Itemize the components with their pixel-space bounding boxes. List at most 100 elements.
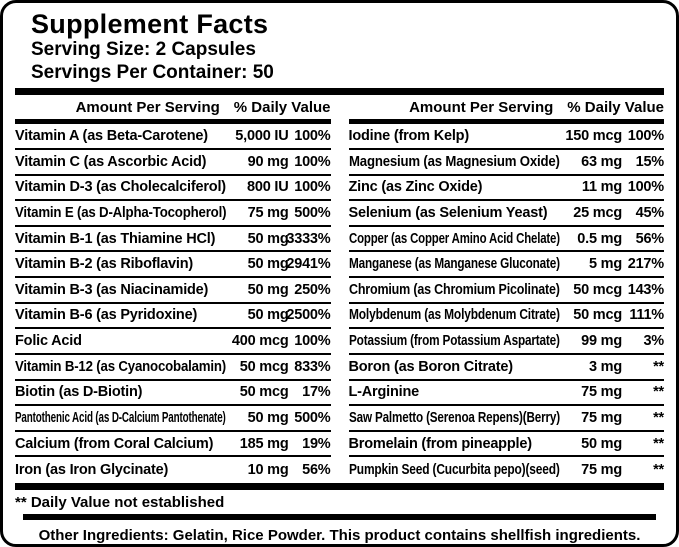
- nutrient-name-cell: Vitamin C (as Ascorbic Acid): [15, 150, 226, 176]
- nutrient-amount: 50 mg: [559, 432, 622, 458]
- nutrient-amount: 99 mg: [559, 329, 622, 355]
- nutrient-name-cell: Vitamin D-3 (as Cholecalciferol): [15, 176, 226, 202]
- nutrient-name: Selenium (as Selenium Yeast): [348, 205, 548, 222]
- nutrient-name: Saw Palmetto (Serenoa Repens)(Berry): [348, 409, 560, 426]
- nutrient-daily-value: 100%: [288, 176, 331, 202]
- nutrient-name: Iodine (from Kelp): [348, 128, 470, 145]
- right-column-header: Amount Per Serving % Daily Value: [349, 95, 664, 119]
- nutrient-name-cell: Vitamin B-12 (as Cyanocobalamin): [15, 355, 226, 381]
- nutrient-daily-value: 15%: [622, 150, 664, 176]
- nutrient-daily-value: 3333%: [286, 227, 331, 253]
- nutrient-daily-value: **: [653, 462, 664, 479]
- nutrient-name-cell: Calcium (from Coral Calcium): [15, 432, 226, 458]
- nutrient-name: Vitamin B-12 (as Cyanocobalamin): [15, 358, 227, 375]
- nutrient-amount: 50 mg: [225, 227, 289, 253]
- nutrient-daily-value: 19%: [288, 432, 331, 458]
- nutrient-name-cell: Vitamin E (as D-Alpha-Tocopherol): [15, 201, 226, 227]
- nutrient-name-cell: Pumpkin Seed (Cucurbita pepo)(seed): [349, 457, 560, 483]
- nutrient-amount: 50 mg: [225, 406, 289, 432]
- nutrient-name: Iron (as Iron Glycinate): [15, 462, 169, 479]
- nutrient-amount: 50 mg: [225, 304, 289, 330]
- daily-value-header: % Daily Value: [567, 99, 664, 117]
- nutrient-name-cell: Biotin (as D-Biotin): [15, 381, 226, 407]
- nutrient-daily-value: 217%: [622, 252, 664, 279]
- label-header: Supplement Facts Serving Size: 2 Capsule…: [3, 3, 676, 83]
- nutrient-name-cell: Chromium (as Chromium Picolinate): [348, 278, 559, 304]
- right-nutrient-rows: Iodine (from Kelp) 150 mcg 100% Magnesiu…: [348, 124, 664, 483]
- nutrient-name-cell: Manganese (as Manganese Gluconate): [348, 252, 560, 279]
- nutrient-name-cell: Iodine (from Kelp): [348, 124, 560, 150]
- nutrient-daily-value: 500%: [288, 406, 331, 432]
- nutrient-amount: 3 mg: [559, 355, 622, 381]
- nutrient-amount: 11 mg: [559, 176, 622, 202]
- nutrient-amount: 75 mg: [225, 201, 289, 227]
- nutrient-name: Vitamin B-1 (as Thiamine HCl): [15, 230, 216, 247]
- nutrient-name: Boron (as Boron Citrate): [348, 358, 514, 375]
- amount-per-serving-header: Amount Per Serving: [75, 99, 220, 117]
- nutrient-daily-value: 100%: [622, 176, 664, 202]
- nutrient-daily-value: 100%: [288, 329, 331, 355]
- nutrient-amount: 90 mg: [225, 150, 289, 176]
- nutrient-daily-value: 100%: [288, 124, 331, 150]
- nutrient-amount: 50 mcg: [225, 355, 289, 381]
- nutrient-name: Calcium (from Coral Calcium): [15, 435, 214, 452]
- nutrient-amount: 5 mg: [559, 252, 622, 279]
- nutrient-name: Zinc (as Zinc Oxide): [348, 179, 483, 196]
- nutrient-name-cell: Zinc (as Zinc Oxide): [348, 176, 560, 202]
- nutrient-columns: Amount Per Serving % Daily Value Vitamin…: [3, 95, 676, 483]
- nutrient-name-cell: Copper (as Copper Amino Acid Chelate): [348, 227, 560, 253]
- nutrient-name-cell: Vitamin A (as Beta-Carotene): [15, 124, 226, 150]
- nutrient-name: Potassium (from Potassium Aspartate): [348, 333, 560, 350]
- nutrient-name: Manganese (as Manganese Gluconate): [348, 256, 560, 273]
- daily-value-header: % Daily Value: [233, 99, 331, 117]
- other-ingredients-divider-bar: [23, 514, 656, 520]
- nutrient-name-cell: Vitamin B-1 (as Thiamine HCl): [15, 227, 226, 253]
- nutrient-name-cell: Boron (as Boron Citrate): [348, 355, 560, 381]
- nutrient-name-cell: Saw Palmetto (Serenoa Repens)(Berry): [348, 406, 560, 432]
- nutrient-amount: 25 mcg: [559, 201, 622, 227]
- nutrient-name: Folic Acid: [15, 333, 82, 350]
- nutrient-daily-value: 500%: [288, 201, 331, 227]
- nutrient-daily-value: 17%: [288, 381, 331, 407]
- nutrient-name: Copper (as Copper Amino Acid Chelate): [348, 230, 560, 247]
- nutrient-amount: 0.5 mg: [559, 227, 622, 253]
- nutrient-amount: 185 mg: [225, 432, 289, 458]
- nutrient-daily-value: **: [622, 355, 664, 381]
- left-column-header: Amount Per Serving % Daily Value: [15, 95, 331, 119]
- nutrient-name: Vitamin B-2 (as Riboflavin): [15, 256, 194, 273]
- header-divider-bar: [15, 88, 664, 96]
- nutrient-name-cell: Iron (as Iron Glycinate): [15, 457, 226, 483]
- nutrient-name: Bromelain (from pineapple): [348, 435, 533, 452]
- nutrient-amount: 75 mg: [559, 381, 622, 407]
- nutrient-name-cell: Bromelain (from pineapple): [348, 432, 560, 458]
- nutrient-name: Magnesium (as Magnesium Oxide): [348, 153, 560, 170]
- left-column: Amount Per Serving % Daily Value Vitamin…: [15, 95, 331, 483]
- nutrient-daily-value: 833%: [288, 355, 331, 381]
- right-column-header-bar: [348, 119, 664, 125]
- nutrient-name-cell: Potassium (from Potassium Aspartate): [348, 329, 560, 355]
- daily-value-footnote: ** Daily Value not established: [15, 494, 225, 511]
- nutrient-amount: 50 mg: [225, 278, 289, 304]
- nutrient-daily-value: 56%: [302, 462, 331, 479]
- nutrient-name: Vitamin B-3 (as Niacinamide): [15, 281, 209, 298]
- page-title: Supplement Facts: [31, 9, 269, 39]
- nutrient-amount: 800 IU: [225, 176, 289, 202]
- nutrient-name-cell: Magnesium (as Magnesium Oxide): [348, 150, 560, 176]
- nutrient-name-cell: Vitamin B-3 (as Niacinamide): [15, 278, 226, 304]
- nutrient-amount: 50 mcg: [225, 381, 289, 407]
- nutrient-daily-value: 143%: [622, 278, 664, 304]
- serving-size-text: Serving Size: 2 Capsules: [31, 39, 256, 61]
- nutrient-daily-value: **: [622, 406, 664, 432]
- nutrient-name: Vitamin C (as Ascorbic Acid): [15, 153, 207, 170]
- nutrient-daily-value: 100%: [622, 124, 664, 150]
- nutrient-name-cell: L-Arginine: [348, 381, 560, 407]
- nutrient-daily-value: 45%: [622, 201, 664, 227]
- nutrient-amount: 75 mg: [559, 406, 622, 432]
- nutrient-name-cell: Vitamin B-2 (as Riboflavin): [15, 252, 226, 279]
- nutrient-amount: 10 mg: [247, 462, 289, 479]
- nutrient-daily-value: 2941%: [286, 252, 331, 279]
- nutrient-name-cell: Vitamin B-6 (as Pyridoxine): [15, 304, 226, 330]
- nutrient-name: Vitamin A (as Beta-Carotene): [15, 128, 208, 145]
- nutrient-amount: 50 mcg: [559, 304, 622, 330]
